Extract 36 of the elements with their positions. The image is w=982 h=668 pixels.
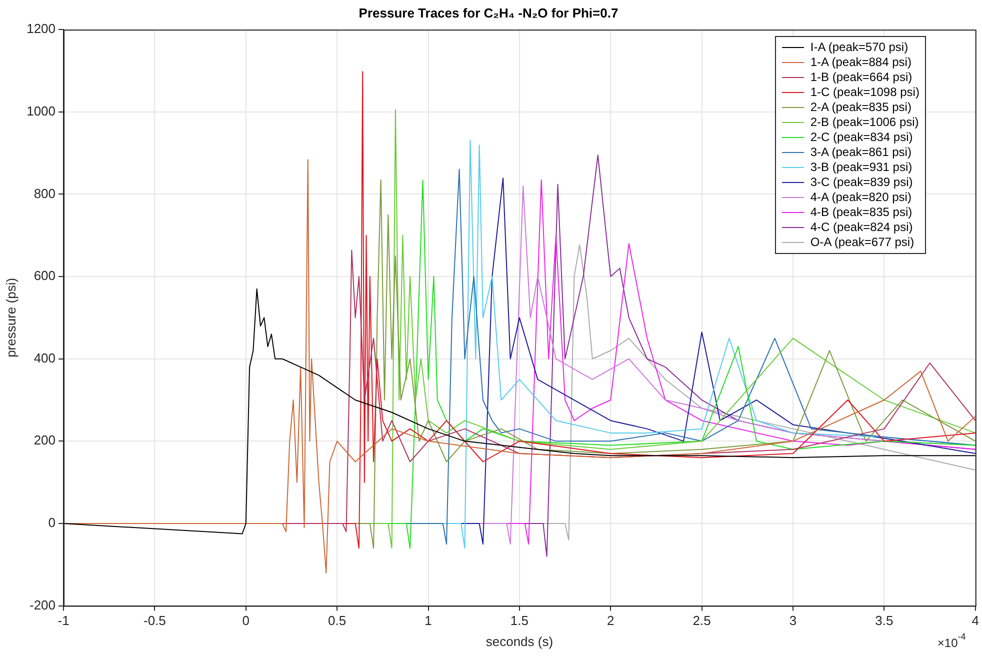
x-tick-label: 1.5 xyxy=(510,613,528,628)
x-tick-label: 0 xyxy=(242,613,250,628)
legend-label: 3-B (peak=931 psi) xyxy=(810,160,912,175)
legend-label: O-A (peak=677 psi) xyxy=(810,234,914,250)
legend-label: 1-B (peak=664 psi) xyxy=(810,70,912,85)
x-tick-label: 4 xyxy=(972,613,979,628)
x-tick-label: 2 xyxy=(607,613,614,628)
x-tick-label: 0.5 xyxy=(328,613,346,628)
x-tick-label: -1 xyxy=(58,613,70,628)
legend-label: 4-B (peak=835 psi) xyxy=(810,204,912,220)
y-tick-label: 1200 xyxy=(26,21,56,36)
x-tick-label: 1 xyxy=(424,613,432,628)
chart-title: Pressure Traces for C₂H₄ -N₂O for Phi=0.7 xyxy=(358,5,618,20)
legend-label: 2-A (peak=835 psi) xyxy=(810,100,912,115)
y-tick-label: 1000 xyxy=(26,103,56,118)
y-tick-label: -200 xyxy=(29,597,56,612)
x-tick-label: -0.5 xyxy=(144,613,166,628)
legend-label: 3-C (peak=839 psi) xyxy=(810,174,913,190)
y-tick-label: 600 xyxy=(34,268,56,284)
legend-label: 1-C (peak=1098 psi) xyxy=(810,84,920,100)
x-axis-title: seconds (s) xyxy=(486,634,554,649)
x-tick-label: 3.5 xyxy=(875,613,894,628)
y-tick-label: 400 xyxy=(34,350,56,366)
x-tick-label: 3 xyxy=(789,613,797,628)
legend-label: 2-B (peak=1006 psi) xyxy=(810,114,919,130)
y-tick-label: 0 xyxy=(48,515,56,530)
legend-label: 1-A (peak=884 psi) xyxy=(810,54,912,70)
x-tick-label: 2.5 xyxy=(692,613,711,628)
legend-label: 2-C (peak=834 psi) xyxy=(810,130,913,145)
legend-label: 3-A (peak=861 psi) xyxy=(810,144,912,160)
legend-label: I-A (peak=570 psi) xyxy=(810,40,908,55)
y-tick-label: 200 xyxy=(34,432,56,448)
legend-label: 4-C (peak=824 psi) xyxy=(810,220,913,235)
y-tick-label: 800 xyxy=(34,186,56,201)
y-axis-title: pressure (psi) xyxy=(3,278,18,358)
legend-label: 4-A (peak=820 psi) xyxy=(810,190,912,205)
